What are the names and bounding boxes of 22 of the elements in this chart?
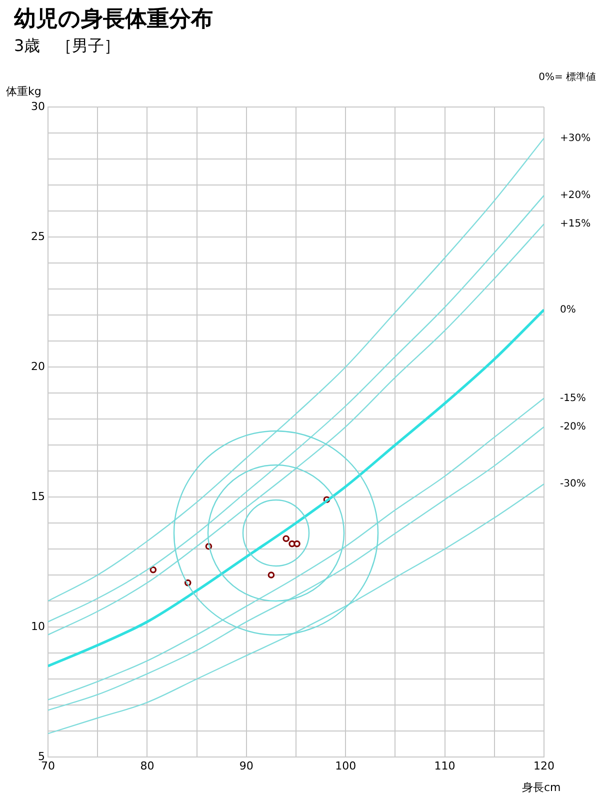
y-axis-title: 体重kg bbox=[6, 84, 42, 99]
x-tick-label: 120 bbox=[534, 759, 554, 772]
x-tick-label: 110 bbox=[434, 759, 456, 772]
y-tick-label: 25 bbox=[31, 230, 45, 243]
y-tick-label: 10 bbox=[31, 620, 45, 633]
y-tick-label: 30 bbox=[31, 100, 45, 113]
text: 0%= 標準値 bbox=[538, 70, 596, 84]
series-label: +20% bbox=[560, 190, 591, 201]
x-axis-title: 身長cm bbox=[522, 780, 561, 795]
series-label: -30% bbox=[560, 478, 586, 490]
x-tick-label: 100 bbox=[335, 759, 356, 772]
series-label: +30% bbox=[560, 132, 591, 144]
chart-subtitle: 3歳 ［男子］ bbox=[14, 36, 120, 57]
series-label: 0% bbox=[560, 304, 576, 316]
x-tick-label: 90 bbox=[239, 759, 254, 772]
series-label: -15% bbox=[560, 392, 586, 404]
chart-title: 幼児の身長体重分布 bbox=[14, 6, 213, 34]
series-label: -20% bbox=[560, 421, 586, 432]
y-tick-label: 15 bbox=[31, 490, 45, 503]
series-label: +15% bbox=[560, 218, 591, 230]
x-tick-label: 80 bbox=[140, 759, 154, 772]
y-tick-label: 20 bbox=[31, 360, 45, 373]
